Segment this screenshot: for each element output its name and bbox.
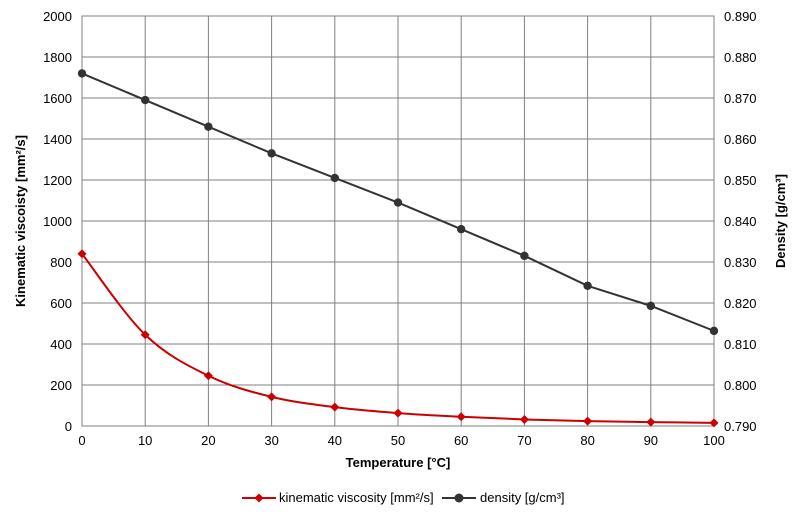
- right-y-tick-label: 0.830: [724, 255, 757, 270]
- right-y-tick-label: 0.880: [724, 50, 757, 65]
- data-point-viscosity: [140, 330, 150, 340]
- data-point-viscosity: [77, 249, 87, 259]
- left-y-tick-label: 2000: [43, 9, 72, 24]
- right-y-tick-label: 0.860: [724, 132, 757, 147]
- x-tick-label: 90: [644, 433, 658, 448]
- left-y-tick-label: 1400: [43, 132, 72, 147]
- legend-item-density: density [g/cm³]: [442, 490, 565, 505]
- data-point-viscosity: [393, 408, 403, 418]
- x-tick-label: 60: [454, 433, 468, 448]
- right-y-tick-label: 0.870: [724, 91, 757, 106]
- data-point-density: [583, 281, 592, 290]
- data-point-viscosity: [203, 371, 213, 381]
- data-point-density: [393, 198, 403, 207]
- data-point-viscosity: [456, 412, 466, 422]
- x-tick-label: 40: [328, 433, 342, 448]
- right-y-tick-label: 0.890: [724, 9, 757, 24]
- series-line-viscosity: [81, 253, 715, 424]
- data-point-viscosity: [583, 416, 593, 426]
- legend-marker-density: [454, 493, 464, 503]
- data-point-viscosity: [267, 392, 277, 402]
- data-point-density: [204, 122, 213, 131]
- left-y-tick-label: 1000: [43, 214, 72, 229]
- data-point-density: [457, 225, 466, 234]
- data-point-density: [709, 326, 719, 336]
- left-y-tick-label: 800: [50, 255, 72, 270]
- x-tick-label: 50: [391, 433, 405, 448]
- x-tick-label: 80: [580, 433, 594, 448]
- plot-frame: [81, 15, 715, 427]
- series-layer: [77, 69, 719, 428]
- left-y-tick-labels: 0 200 400 600 800 1000 1200 1400 1600 1800 2000: [43, 9, 72, 434]
- x-tick-label: 70: [517, 433, 531, 448]
- x-tick-labels: 0 10 20 30 40 50 60 70 80 90 100: [78, 433, 724, 448]
- legend-item-viscosity: kinematic viscosity [mm²/s]: [242, 490, 434, 505]
- left-y-tick-label: 400: [50, 337, 72, 352]
- x-tick-label: 30: [264, 433, 278, 448]
- data-point-density: [141, 95, 150, 105]
- data-point-viscosity: [330, 402, 340, 412]
- left-y-tick-label: 1200: [43, 173, 72, 188]
- right-y-tick-label: 0.840: [724, 214, 757, 229]
- grid: [82, 16, 714, 426]
- left-y-tick-label: 1800: [43, 50, 72, 65]
- right-y-axis-title: Density [g/cm³]: [773, 174, 788, 268]
- data-point-viscosity: [519, 414, 529, 424]
- left-y-axis-title: Kinematic viscoisty [mm²/s]: [13, 135, 28, 307]
- right-y-tick-label: 0.800: [724, 378, 757, 393]
- data-point-density: [520, 251, 529, 261]
- legend: kinematic viscosity [mm²/s] density [g/c…: [242, 490, 565, 505]
- legend-marker-viscosity: [254, 493, 264, 503]
- data-point-viscosity: [709, 418, 719, 428]
- data-point-density: [330, 173, 339, 183]
- x-tick-label: 10: [138, 433, 152, 448]
- data-point-density: [646, 301, 655, 311]
- right-y-tick-label: 0.810: [724, 337, 757, 352]
- x-tick-label: 0: [78, 433, 85, 448]
- x-tick-label: 20: [201, 433, 215, 448]
- x-axis-title: Temperature [°C]: [346, 455, 451, 470]
- legend-label-density: density [g/cm³]: [480, 490, 565, 505]
- right-y-tick-label: 0.820: [724, 296, 757, 311]
- x-tick-label: 100: [703, 433, 725, 448]
- legend-label-viscosity: kinematic viscosity [mm²/s]: [279, 490, 434, 505]
- left-y-tick-label: 0: [65, 419, 72, 434]
- right-y-tick-labels: 0.790 0.800 0.810 0.820 0.830 0.840 0.850 0.860…: [724, 9, 757, 434]
- left-y-tick-label: 600: [50, 296, 72, 311]
- left-y-tick-label: 1600: [43, 91, 72, 106]
- left-y-tick-label: 200: [50, 378, 72, 393]
- right-y-tick-label: 0.790: [724, 419, 757, 434]
- data-point-density: [77, 69, 87, 78]
- data-point-density: [267, 149, 276, 158]
- right-y-tick-label: 0.850: [724, 173, 757, 188]
- data-point-viscosity: [646, 417, 656, 427]
